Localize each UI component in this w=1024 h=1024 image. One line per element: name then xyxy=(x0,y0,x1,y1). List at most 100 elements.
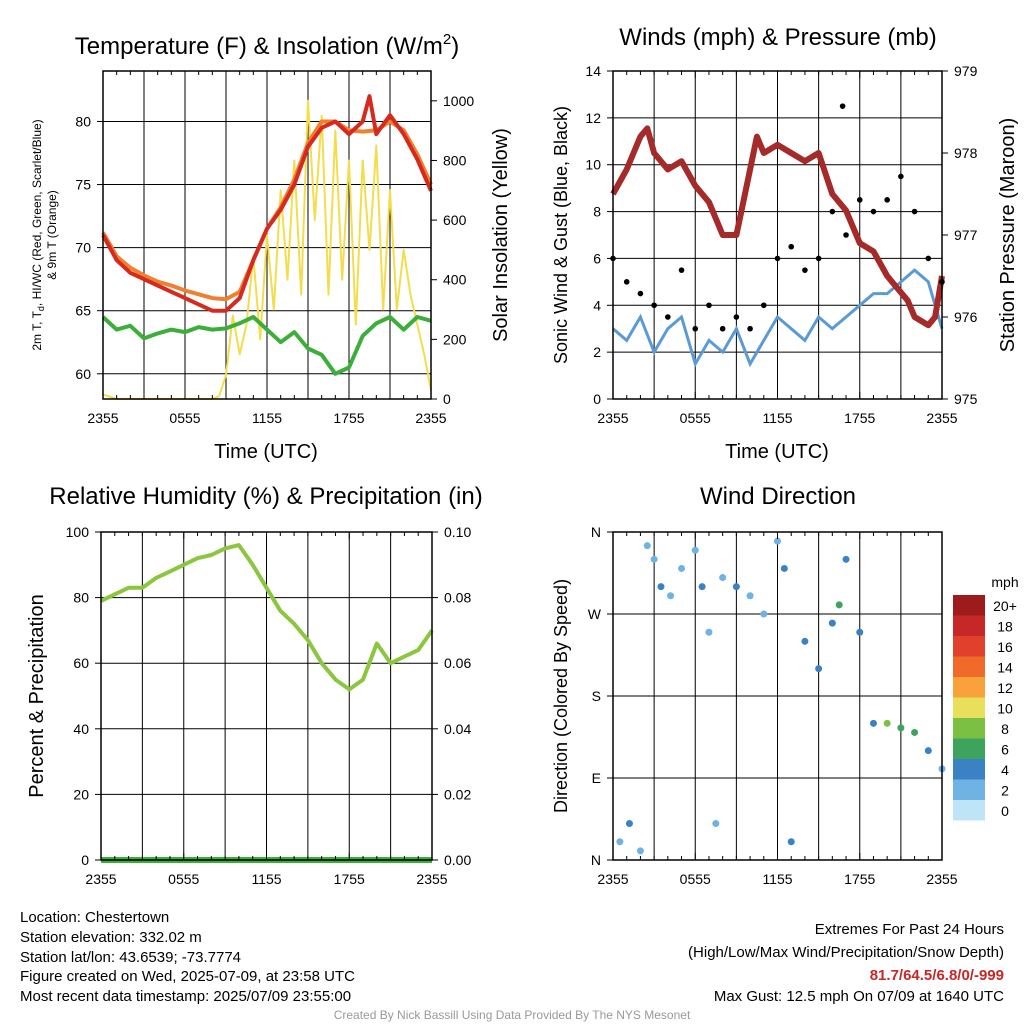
direction-point xyxy=(911,728,919,736)
y-tick-label-left: E xyxy=(592,770,601,786)
winds-xlabel: Time (UTC) xyxy=(725,441,829,463)
y-tick-label-left: 80 xyxy=(73,590,89,606)
gust-point xyxy=(733,314,740,320)
x-tick-label: 2355 xyxy=(926,410,957,426)
x-tick-label: 1755 xyxy=(333,410,364,426)
legend-label: 6 xyxy=(1001,742,1009,758)
legend-swatch xyxy=(953,615,985,636)
y-tick-label-left: 4 xyxy=(593,297,601,313)
gust-point xyxy=(719,325,726,332)
y-tick-label-right: 600 xyxy=(443,212,467,228)
info-elevation: Station elevation: 332.02 m xyxy=(20,929,202,946)
gust-point xyxy=(623,279,630,285)
gust-point xyxy=(802,267,808,273)
winds-ylabel-right: Station Pressure (Maroon) xyxy=(997,118,1019,353)
winds-grid xyxy=(613,71,942,399)
direction-point xyxy=(712,820,720,828)
info-recent: Most recent data timestamp: 2025/07/09 2… xyxy=(20,988,351,1005)
x-tick-label: 1155 xyxy=(762,410,792,426)
series-line xyxy=(101,315,432,376)
temperature-title: Temperature (F) & Insolation (W/m2) xyxy=(75,31,459,60)
direction-series xyxy=(616,537,946,855)
x-tick-label: 0555 xyxy=(680,871,711,887)
gust-point xyxy=(788,243,795,250)
direction-point xyxy=(698,583,706,591)
gust-point xyxy=(637,290,644,297)
humidity-panel: Relative Humidity (%) & Precipitation (i… xyxy=(26,483,483,887)
station-info: Location: Chestertown Station elevation:… xyxy=(20,909,355,1005)
direction-point xyxy=(780,564,788,572)
direction-point xyxy=(625,820,633,828)
winds-panel: Winds (mph) & Pressure (mb) 0 2 4 6 8 10 12 14 9… xyxy=(551,24,1019,463)
y-tick-label-right: 979 xyxy=(954,63,978,79)
direction-point xyxy=(774,537,781,545)
y-tick-label-right: 0.02 xyxy=(444,786,471,802)
x-tick-label: 2355 xyxy=(416,871,447,887)
direction-point xyxy=(691,546,699,554)
winds-ylabel-left: Sonic Wind & Gust (Blue, Black) xyxy=(551,106,571,364)
legend-label: 14 xyxy=(997,660,1013,676)
y-tick-label-right: 0 xyxy=(443,391,451,407)
x-tick-label: 2355 xyxy=(597,410,628,426)
legend-swatch xyxy=(953,677,985,698)
y-tick-label-left: 14 xyxy=(585,63,601,79)
direction-point xyxy=(815,665,823,673)
x-tick-label: 2355 xyxy=(926,871,957,887)
x-tick-label: 1155 xyxy=(251,871,281,887)
x-tick-label: 0555 xyxy=(168,871,199,887)
gust-point xyxy=(843,232,849,238)
temperature-ylabel-left-line2: & 9m T (Orange) xyxy=(45,190,59,280)
y-tick-label-left: 100 xyxy=(66,524,90,540)
x-tick-label: 1155 xyxy=(252,410,282,426)
series-line xyxy=(610,125,945,329)
direction-point xyxy=(732,583,740,591)
x-tick-label: 1755 xyxy=(334,871,365,887)
y-tick-label-right: 200 xyxy=(443,331,467,347)
direction-point xyxy=(667,592,675,600)
gust-point xyxy=(678,267,685,273)
x-tick-label: 2355 xyxy=(85,871,116,887)
direction-point xyxy=(869,719,877,727)
temperature-panel: Temperature (F) & Insolation (W/m2) 60 65… xyxy=(30,31,512,463)
legend-label: 8 xyxy=(1001,721,1009,737)
y-tick-label-left: W xyxy=(588,606,602,622)
gust-point xyxy=(870,208,877,215)
extremes-info: Extremes For Past 24 Hours (High/Low/Max… xyxy=(688,921,1004,1005)
direction-point xyxy=(924,747,932,755)
direction-point xyxy=(746,592,754,600)
y-tick-label-left: 12 xyxy=(585,110,601,126)
y-tick-label-left: 60 xyxy=(73,655,89,671)
temperature-ylabel-right: Solar Insolation (Yellow) xyxy=(490,128,512,342)
legend-label: 4 xyxy=(1001,762,1009,778)
humidity-ylabel-left: Percent & Precipitation xyxy=(26,594,48,797)
legend-swatch xyxy=(953,800,985,821)
gust-point xyxy=(815,255,822,262)
gust-point xyxy=(829,208,836,215)
legend-swatch xyxy=(953,718,985,739)
gust-point xyxy=(692,325,699,332)
temperature-ylabel-left: 2m T, Td, HI/WC (Red, Green, Scarlet/Blu… xyxy=(30,119,46,350)
y-tick-label-right: 800 xyxy=(443,152,467,168)
x-tick-label: 1755 xyxy=(844,410,875,426)
y-tick-label-left: S xyxy=(592,688,601,704)
y-tick-label-left: 0 xyxy=(81,852,89,868)
extremes-title: Extremes For Past 24 Hours xyxy=(815,921,1004,938)
y-tick-label-left: 20 xyxy=(73,786,89,802)
legend-swatch xyxy=(953,697,985,718)
direction-ylabel-left: Direction (Colored By Speed) xyxy=(551,579,571,813)
direction-point xyxy=(883,719,891,727)
x-tick-label: 2355 xyxy=(415,410,446,426)
direction-point xyxy=(643,542,651,550)
gust-point xyxy=(747,325,753,332)
y-tick-label-left: 75 xyxy=(75,177,91,193)
direction-point xyxy=(897,724,905,732)
legend-label: 10 xyxy=(997,701,1013,717)
legend-swatch xyxy=(953,636,985,657)
direction-panel: Wind Direction N E S W N 2355 0555 1155 1755 2355… xyxy=(551,483,1019,887)
x-tick-label: 1755 xyxy=(844,871,875,887)
y-tick-label-left: 10 xyxy=(585,157,601,173)
y-tick-label-left: 0 xyxy=(593,391,601,407)
legend-label: 20+ xyxy=(993,598,1017,614)
